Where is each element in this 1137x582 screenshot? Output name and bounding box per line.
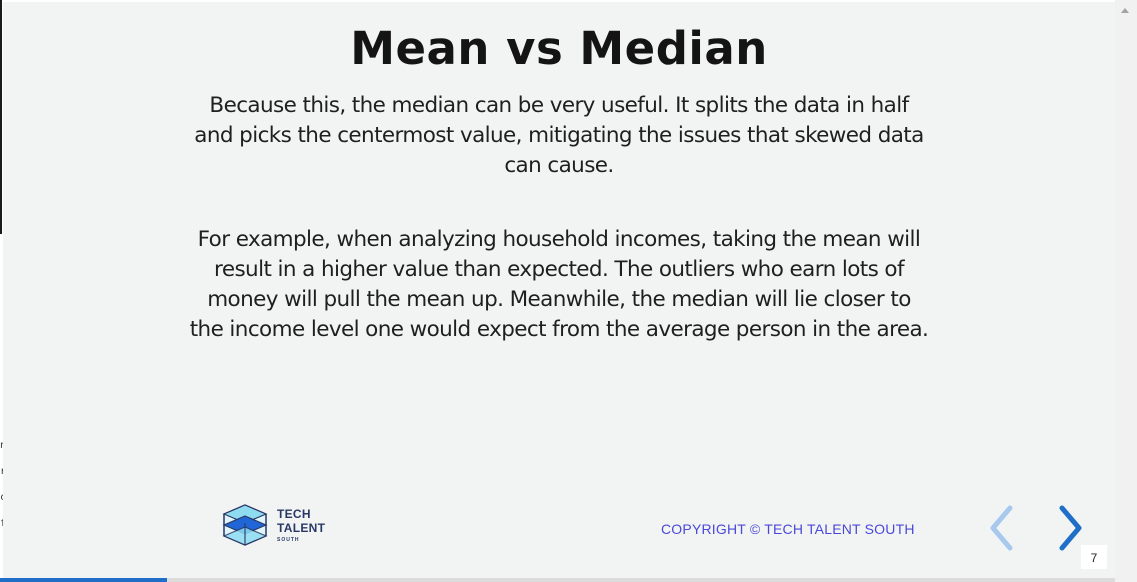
logo-text-tech: TECH (277, 507, 311, 521)
cube-logo-icon (222, 504, 268, 546)
chevron-left-icon (990, 505, 1013, 551)
slide: Mean vs Median Because this, the median … (3, 2, 1115, 579)
logo-text-south: SOUTH (277, 537, 300, 543)
slide-page-number: 7 (1081, 545, 1107, 569)
chevron-right-icon (1059, 505, 1082, 551)
slide-title: Mean vs Median (350, 22, 768, 75)
tech-talent-south-logo: TECH TALENT SOUTH (221, 502, 341, 548)
previous-slide-button[interactable] (984, 503, 1018, 553)
logo-wordmark: TECH TALENT SOUTH (277, 507, 325, 545)
copyright-text: COPYRIGHT © TECH TALENT SOUTH (661, 521, 915, 537)
scroll-up-arrow-icon[interactable] (1121, 8, 1129, 13)
logo-text-talent: TALENT (277, 521, 326, 535)
left-edge-strip (0, 0, 2, 234)
next-slide-button[interactable] (1052, 503, 1086, 553)
slide-paragraph-1: Because this, the median can be very use… (194, 93, 924, 178)
slide-paragraph-2: For example, when analyzing household in… (189, 227, 929, 342)
slide-progress-fill (0, 578, 168, 582)
slide-progress-bar (0, 578, 1115, 582)
vertical-scrollbar[interactable] (1115, 0, 1137, 582)
